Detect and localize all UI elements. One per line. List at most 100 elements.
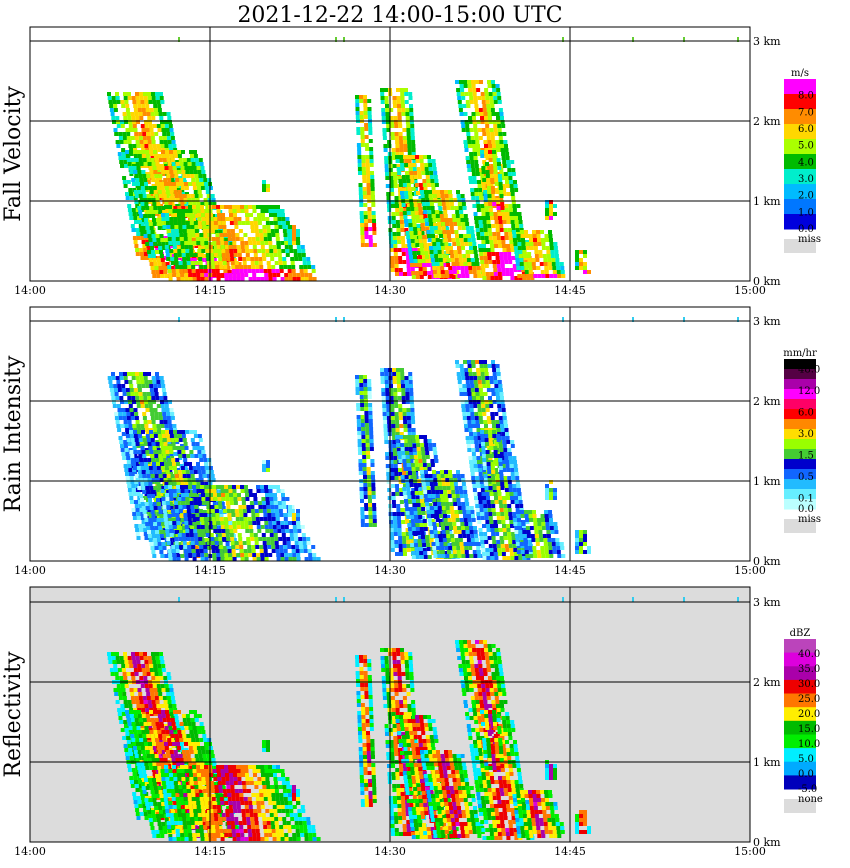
heatmap-cell	[500, 116, 504, 120]
heatmap-cell	[164, 245, 169, 249]
heatmap-cell	[233, 529, 238, 533]
heatmap-cell	[464, 144, 468, 148]
heatmap-cell	[394, 200, 399, 204]
heatmap-cell	[277, 249, 282, 253]
heatmap-cell	[512, 204, 517, 208]
heatmap-cell	[299, 545, 304, 549]
heatmap-cell	[248, 521, 253, 525]
heatmap-cell	[404, 223, 409, 227]
heatmap-cell	[227, 549, 232, 553]
heatmap-cell	[437, 250, 442, 254]
heatmap-cell	[137, 486, 142, 490]
heatmap-cell	[271, 549, 276, 553]
heatmap-cell	[409, 203, 414, 207]
heatmap-cell	[252, 553, 257, 557]
heatmap-cell	[407, 187, 412, 191]
heatmap-cell	[159, 116, 164, 120]
heatmap-cell	[408, 92, 413, 96]
heatmap-cell	[164, 124, 169, 128]
heatmap-cell	[168, 462, 172, 466]
heatmap-cell	[360, 231, 365, 235]
heatmap-cell	[154, 132, 159, 136]
heatmap-cell	[217, 533, 222, 537]
heatmap-cell	[255, 513, 260, 517]
heatmap-cell	[129, 192, 133, 196]
heatmap-cell	[184, 525, 189, 529]
heatmap-cell	[126, 392, 131, 396]
heatmap-cell	[363, 195, 367, 199]
heatmap-cell	[162, 509, 167, 513]
heatmap-cell	[406, 183, 411, 187]
heatmap-cell	[266, 225, 271, 229]
heatmap-cell	[192, 518, 197, 522]
heatmap-cell	[262, 180, 266, 184]
heatmap-cell	[496, 236, 501, 240]
heatmap-cell	[177, 170, 182, 174]
heatmap-cell	[148, 258, 153, 262]
heatmap-cell	[141, 506, 146, 510]
heatmap-cell	[179, 162, 184, 166]
heatmap-cell	[495, 228, 500, 232]
heatmap-cell	[153, 434, 158, 438]
heatmap-cell	[359, 391, 364, 395]
heatmap-cell	[510, 244, 514, 248]
heatmap-cell	[135, 92, 139, 96]
heatmap-cell	[358, 467, 363, 471]
heatmap-cell	[357, 447, 362, 451]
heatmap-cell	[167, 178, 172, 182]
heatmap-cell	[199, 458, 204, 462]
heatmap-cell	[437, 246, 441, 250]
heatmap-cell	[182, 454, 187, 458]
heatmap-cell	[505, 156, 510, 160]
heatmap-cell	[127, 96, 132, 100]
heatmap-cell	[246, 505, 251, 509]
heatmap-cell	[394, 260, 399, 264]
heatmap-cell	[447, 243, 452, 247]
heatmap-cell	[263, 269, 268, 273]
heatmap-cell	[149, 388, 154, 392]
heatmap-cell	[189, 533, 194, 537]
heatmap-cell	[418, 263, 423, 267]
heatmap-cell	[157, 226, 162, 230]
heatmap-cell	[160, 462, 164, 466]
heatmap-cell	[153, 104, 158, 108]
heatmap-cell	[510, 188, 515, 192]
heatmap-cell	[224, 557, 229, 561]
heatmap-cell	[190, 474, 195, 478]
heatmap-cell	[205, 217, 210, 221]
heatmap-cell	[490, 178, 495, 182]
heatmap-cell	[197, 190, 202, 194]
heatmap-cell	[229, 529, 234, 533]
heatmap-cell	[174, 194, 179, 198]
heatmap-cell	[292, 229, 296, 233]
heatmap-cell	[218, 537, 223, 541]
heatmap-cell	[160, 404, 165, 408]
heatmap-cell	[504, 148, 509, 152]
heatmap-cell	[221, 249, 226, 253]
heatmap-cell	[207, 233, 212, 237]
heatmap-cell	[210, 474, 215, 478]
heatmap-cell	[423, 210, 428, 214]
heatmap-cell	[525, 246, 530, 250]
heatmap-cell	[478, 244, 482, 248]
heatmap-cell	[287, 265, 292, 269]
heatmap-cell	[129, 196, 134, 200]
heatmap-cell	[366, 183, 371, 187]
heatmap-cell	[168, 186, 173, 190]
heatmap-cell	[462, 104, 467, 108]
heatmap-cell	[143, 234, 148, 238]
heatmap-cell	[136, 144, 141, 148]
heatmap-cell	[490, 216, 494, 220]
heatmap-cell	[276, 241, 281, 245]
heatmap-cell	[136, 536, 141, 540]
plot-frame	[29, 26, 751, 282]
heatmap-cell	[428, 163, 433, 167]
heatmap-cell	[204, 482, 209, 486]
heatmap-cell	[247, 269, 252, 273]
heatmap-cell	[197, 501, 202, 505]
heatmap-cell	[387, 140, 392, 144]
heatmap-cell	[185, 253, 190, 257]
heatmap-cell	[111, 96, 116, 100]
heatmap-cell	[557, 274, 562, 278]
